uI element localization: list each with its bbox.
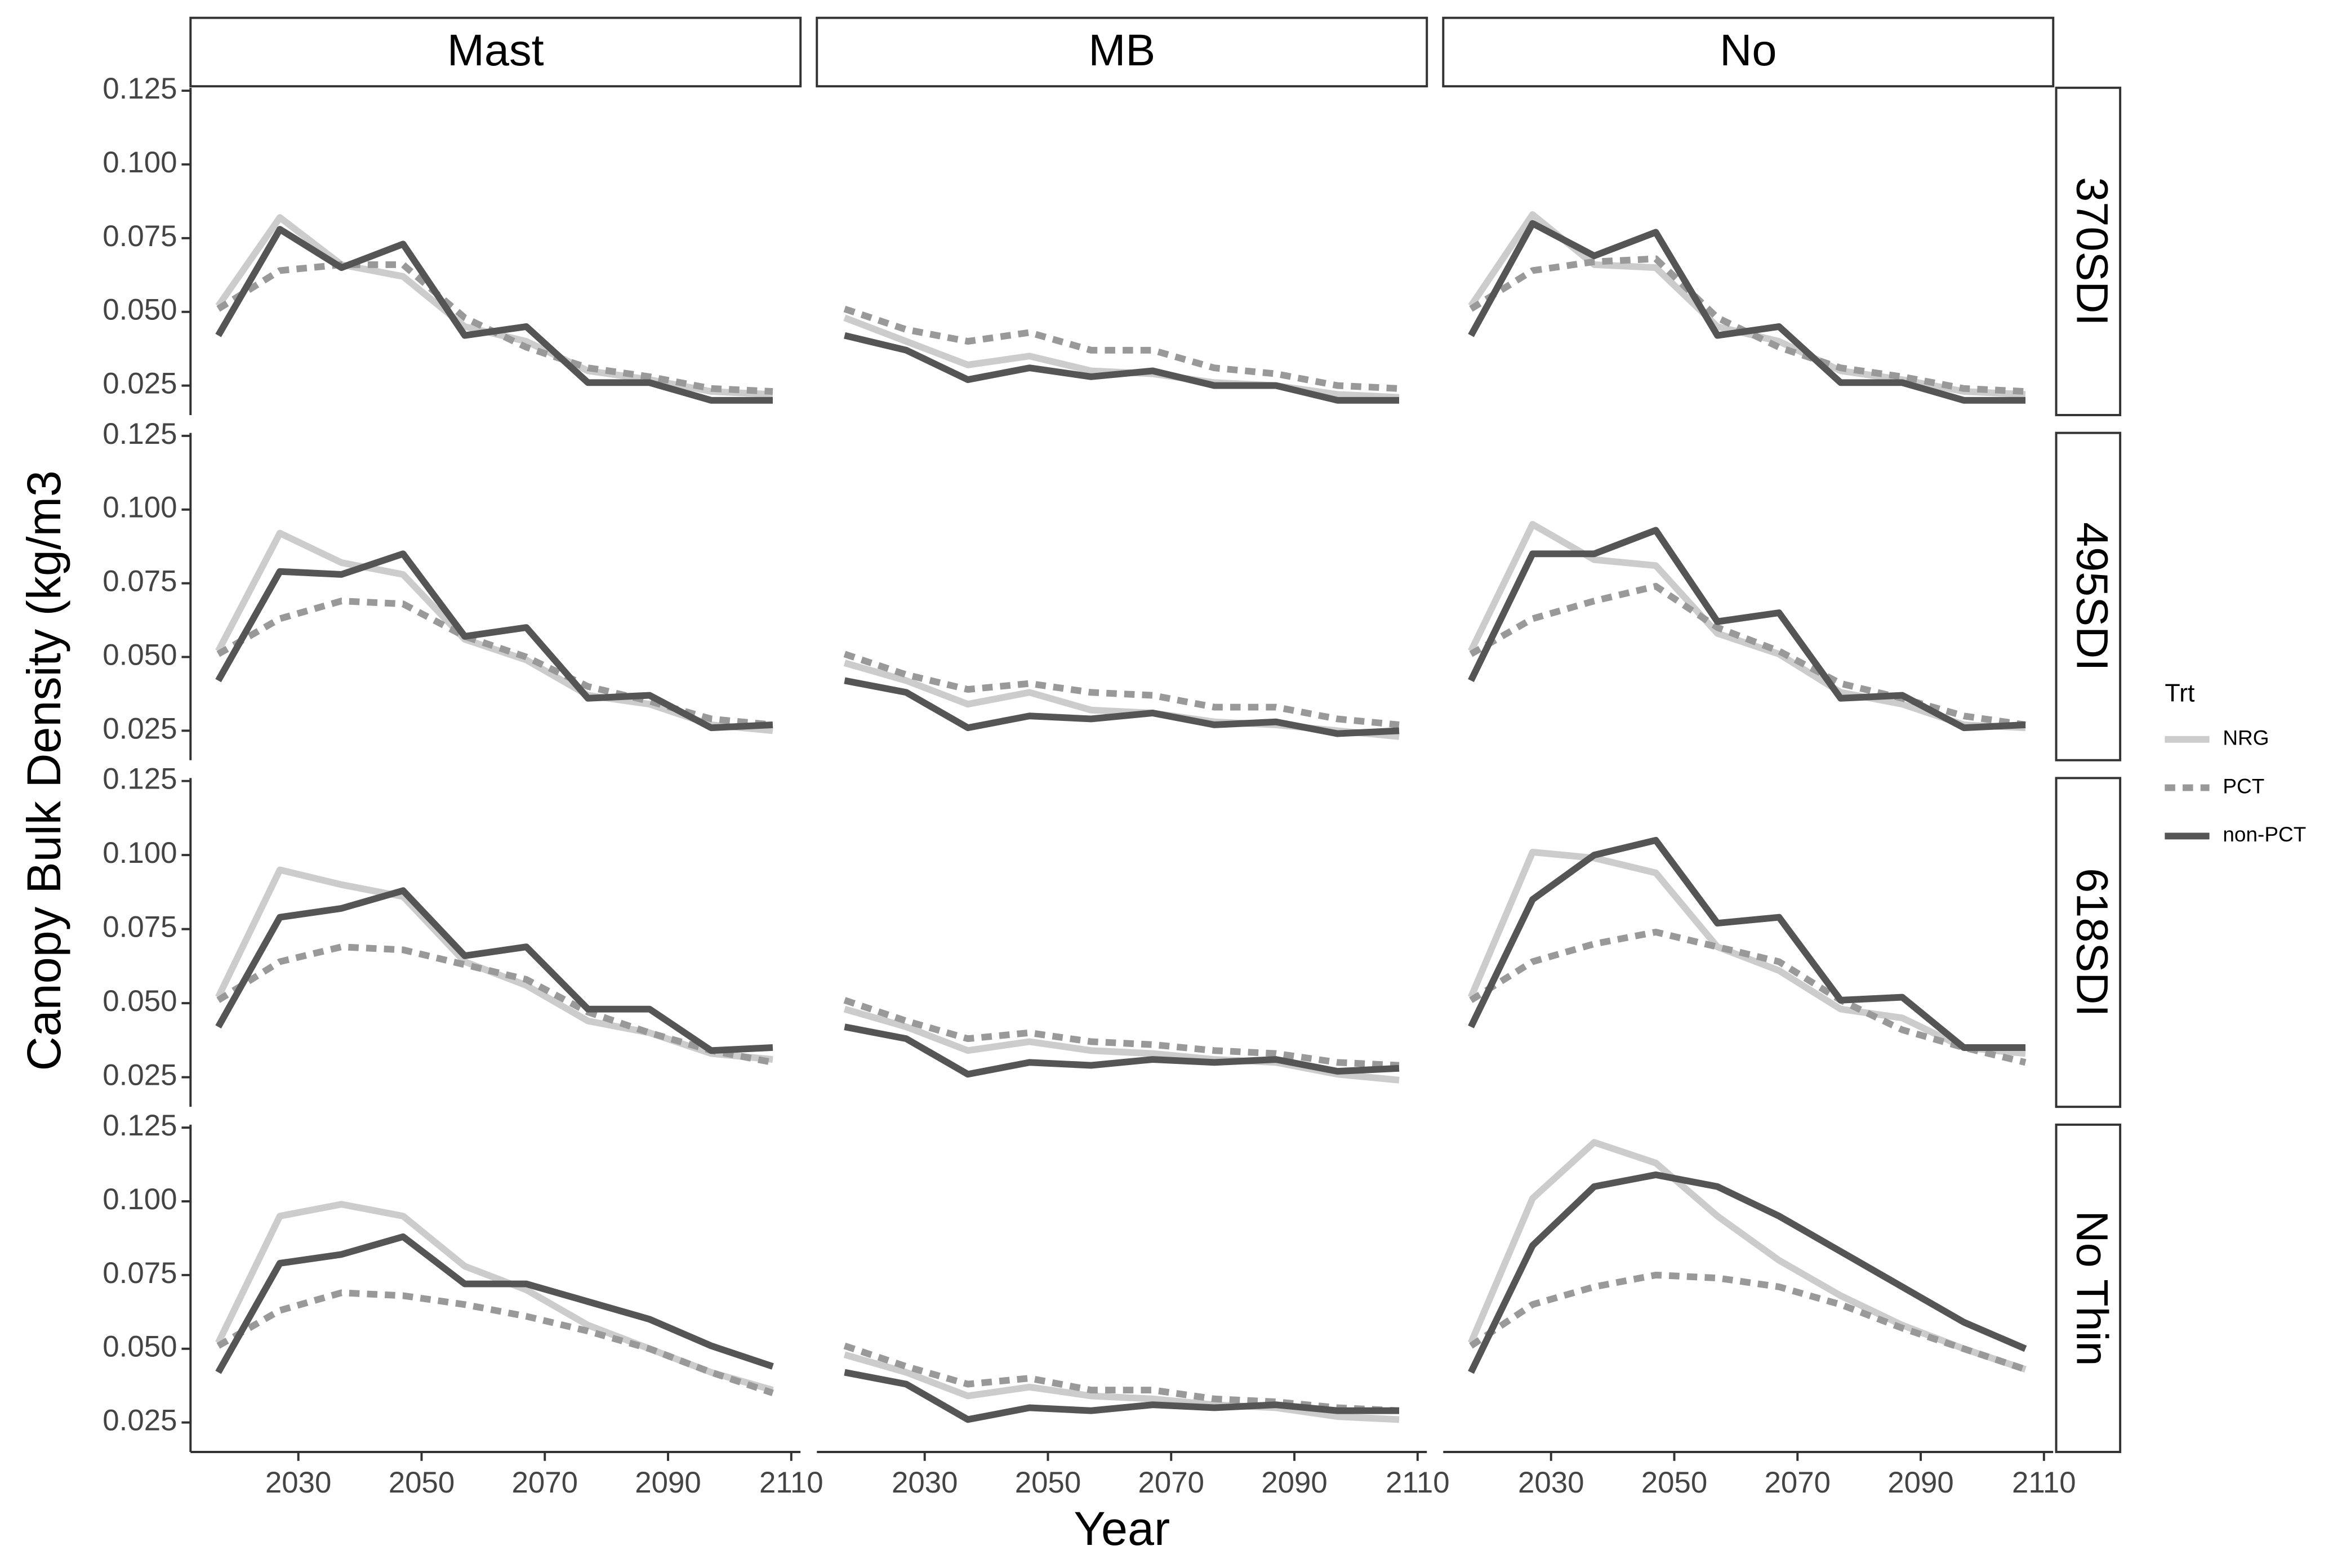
row-strip-label: 618SDI: [2068, 868, 2118, 1017]
x-tick-label: 2110: [759, 1466, 823, 1499]
y-tick-label: 0.100: [103, 491, 177, 524]
series-line: [843, 1351, 1400, 1423]
y-tick-label: 0.125: [103, 72, 177, 105]
y-tick-label: 0.075: [103, 911, 177, 944]
row-strip: [2055, 777, 2122, 1108]
y-tick-label: 0.050: [103, 985, 177, 1018]
series-line: [1468, 848, 2026, 1057]
column-strip-label: Mast: [447, 25, 544, 75]
series-line: [1469, 582, 2026, 728]
series-line: [844, 677, 1400, 737]
series-line: [1469, 1271, 2027, 1373]
x-tick-label: 2030: [1518, 1466, 1584, 1499]
column-strip-label: No: [1720, 25, 1777, 75]
series-line: [216, 943, 774, 1066]
y-tick-label: 0.025: [103, 1404, 177, 1437]
series-line: [216, 1289, 774, 1396]
x-axis-label: Year: [1074, 1502, 1170, 1555]
series-line: [844, 332, 1400, 404]
x-tick-label: 2070: [512, 1466, 578, 1499]
x-tick-label: 2030: [265, 1466, 332, 1499]
row-strip: [2055, 431, 2122, 761]
x-tick-label: 2110: [2012, 1466, 2076, 1499]
series-line: [1468, 527, 2026, 732]
series-line: [1468, 211, 2026, 398]
series-line: [215, 1233, 774, 1374]
y-tick-label: 0.075: [103, 220, 177, 253]
series-line: [843, 997, 1400, 1069]
y-tick-label: 0.050: [103, 1330, 177, 1364]
series-line: [1468, 1139, 2027, 1373]
column-strip: [1442, 16, 2055, 88]
x-tick-label: 2050: [389, 1466, 455, 1499]
y-tick-label: 0.125: [103, 417, 177, 451]
series-line: [1468, 220, 2026, 404]
x-tick-label: 2090: [1887, 1466, 1953, 1499]
x-tick-label: 2110: [1386, 1466, 1450, 1499]
row-strip-label: 495SDI: [2068, 522, 2118, 671]
series-line: [215, 550, 773, 732]
row-strip-label: No Thin: [2068, 1210, 2118, 1366]
series-line: [1468, 836, 2026, 1051]
x-tick-label: 2090: [635, 1466, 701, 1499]
y-tick-label: 0.125: [103, 1109, 177, 1142]
series-line: [844, 1369, 1400, 1423]
series-line: [215, 887, 773, 1054]
y-tick-label: 0.075: [103, 1257, 177, 1290]
legend-label: non-PCT: [2223, 823, 2306, 846]
legend-label: PCT: [2223, 774, 2264, 798]
legend-title: Trt: [2165, 678, 2195, 707]
y-tick-label: 0.025: [103, 712, 177, 745]
series-line: [843, 651, 1400, 728]
series-line: [844, 1023, 1400, 1078]
x-tick-label: 2090: [1261, 1466, 1328, 1499]
column-strip-label: MB: [1088, 25, 1155, 75]
y-tick-label: 0.100: [103, 146, 177, 179]
column-strip: [189, 16, 802, 88]
y-tick-label: 0.050: [103, 638, 177, 671]
series-line: [216, 598, 773, 728]
y-tick-label: 0.100: [103, 1183, 177, 1216]
y-tick-label: 0.050: [103, 293, 177, 327]
x-tick-label: 2070: [1138, 1466, 1205, 1499]
series-line: [215, 226, 773, 404]
x-tick-label: 2070: [1765, 1466, 1831, 1499]
y-tick-label: 0.125: [103, 763, 177, 796]
series-line: [215, 866, 773, 1063]
y-tick-label: 0.025: [103, 1059, 177, 1092]
x-tick-label: 2030: [892, 1466, 958, 1499]
row-strip: [2055, 86, 2122, 416]
y-axis-label: Canopy Bulk Density (kg/m3: [17, 470, 70, 1071]
row-strip: [2055, 1123, 2122, 1453]
row-strip-label: 370SDI: [2068, 177, 2118, 326]
legend-label: NRG: [2223, 727, 2269, 750]
y-tick-label: 0.100: [103, 836, 177, 870]
column-strip: [816, 16, 1428, 88]
series-line: [1469, 255, 2026, 395]
x-tick-label: 2050: [1641, 1466, 1708, 1499]
y-tick-label: 0.025: [103, 367, 177, 400]
series-line: [1469, 928, 2027, 1066]
series-line: [1468, 1171, 2027, 1374]
x-tick-label: 2050: [1015, 1466, 1081, 1499]
series-line: [843, 305, 1400, 392]
y-tick-label: 0.075: [103, 565, 177, 598]
series-line: [843, 660, 1400, 740]
